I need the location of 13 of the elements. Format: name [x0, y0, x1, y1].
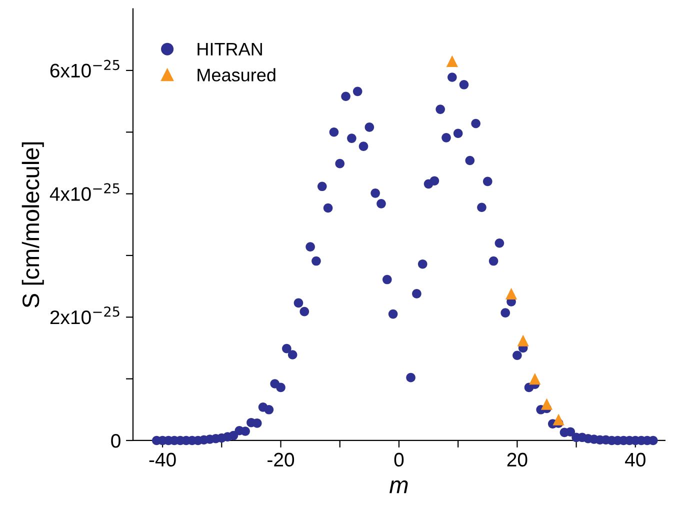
x-tick-label: -40: [149, 452, 176, 467]
y-tick-label: 6x10$^{−25}$: [50, 60, 120, 78]
y-tick-label: 2x10$^{−25}$: [50, 306, 120, 324]
y-tick-label: 4x10$^{−25}$: [50, 183, 120, 201]
x-tick-label: 20: [507, 452, 528, 467]
x-tick-label: 40: [625, 452, 646, 467]
x-tick-label: -20: [268, 452, 294, 467]
x-axis-title: m: [390, 480, 408, 494]
legend-label: HITRAN: [198, 42, 262, 56]
y-tick-label: 0: [111, 434, 120, 448]
x-tick-label: 0: [394, 452, 404, 467]
y-axis-title: S [cm/molecule]: [22, 142, 44, 308]
legend-label: Measured: [198, 68, 276, 82]
